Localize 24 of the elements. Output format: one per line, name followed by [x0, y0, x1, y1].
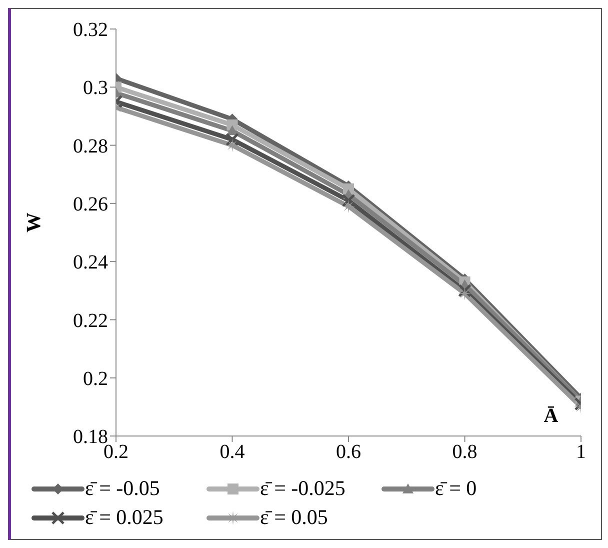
- point: [458, 286, 472, 300]
- y-tick-label: 0.32: [73, 19, 108, 42]
- point: [342, 199, 356, 214]
- y-axis-title: W: [23, 212, 46, 232]
- legend-label: ε̄ = 0.05: [260, 505, 328, 530]
- y-tick-label: 0.2: [83, 368, 108, 390]
- y-tick-label: 0.28: [73, 135, 108, 158]
- y-tick-label: 0.26: [73, 194, 108, 216]
- x-tick-label: 0.6: [336, 441, 361, 464]
- legend-label: ε̄ = 0.025: [85, 505, 164, 530]
- point: [342, 194, 356, 208]
- legend-label: ε̄ = -0.025: [260, 476, 346, 501]
- y-tick-label: 0.22: [73, 310, 108, 332]
- legend-label: ε̄ = -0.05: [85, 476, 160, 501]
- point: [226, 132, 239, 146]
- x-axis-title: Ā: [544, 405, 559, 427]
- point: [458, 284, 472, 298]
- point: [225, 138, 240, 152]
- y-tick-label: 0.3: [83, 77, 108, 100]
- legend-label: ε̄ = 0: [435, 476, 477, 501]
- x-tick-label: 0.8: [452, 441, 478, 464]
- x-tick-label: 1: [576, 441, 586, 464]
- y-tick-label: 0.24: [73, 252, 108, 274]
- x-tick-label: 0.4: [220, 441, 245, 464]
